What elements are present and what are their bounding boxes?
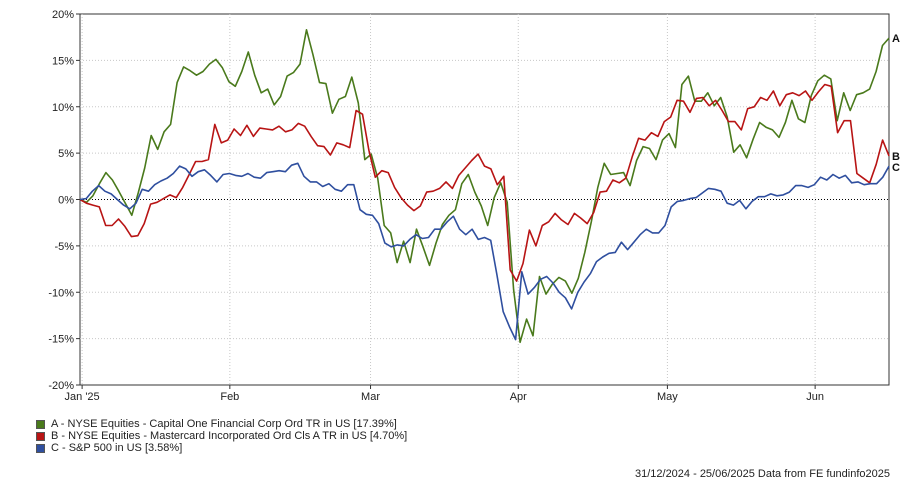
legend-item-a: A - NYSE Equities - Capital One Financia… bbox=[36, 418, 407, 430]
legend: A - NYSE Equities - Capital One Financia… bbox=[36, 418, 407, 454]
series-end-label-b: B bbox=[892, 151, 900, 163]
legend-label-b: B - NYSE Equities - Mastercard Incorpora… bbox=[51, 430, 408, 442]
x-tick-label: Jan '25 bbox=[65, 391, 100, 403]
x-tick-label: Feb bbox=[220, 391, 239, 403]
source-note: 31/12/2024 - 25/06/2025 Data from FE fun… bbox=[634, 468, 890, 480]
legend-swatch-c bbox=[36, 443, 45, 453]
y-tick-label: 0% bbox=[58, 195, 74, 207]
end-labels: A BC bbox=[892, 33, 900, 174]
x-tick-label: Jun bbox=[806, 391, 824, 403]
x-tick-label: May bbox=[657, 391, 678, 403]
y-tick-label: -15% bbox=[48, 334, 74, 346]
x-tick-label: Apr bbox=[510, 391, 527, 403]
y-tick-label: -20% bbox=[48, 380, 74, 392]
legend-label-c: C - S&P 500 in US [3.58%] bbox=[51, 442, 183, 454]
y-tick-label: -5% bbox=[54, 241, 74, 253]
series-line-b bbox=[79, 83, 890, 282]
y-tick-label: 5% bbox=[58, 148, 74, 160]
series-end-label-a: A bbox=[892, 33, 900, 45]
line-chart: 20% 15% 10% 5% 0% -5% -10% -15% -20%Jan '25 Feb Ma… bbox=[48, 9, 900, 403]
y-tick-label: 20% bbox=[52, 9, 74, 21]
x-tick-label: Mar bbox=[361, 391, 380, 403]
y-tick-label: -10% bbox=[48, 287, 74, 299]
legend-item-b: B - NYSE Equities - Mastercard Incorpora… bbox=[36, 430, 407, 442]
series-line-a bbox=[79, 28, 890, 344]
series-lines bbox=[79, 28, 890, 344]
series-end-label-c: C bbox=[892, 162, 900, 174]
y-tick-label: 10% bbox=[52, 102, 74, 114]
legend-swatch-b bbox=[36, 431, 45, 441]
series-line-c bbox=[79, 162, 890, 341]
legend-swatch-a bbox=[36, 419, 45, 429]
legend-item-c: C - S&P 500 in US [3.58%] bbox=[36, 442, 407, 454]
legend-label-a: A - NYSE Equities - Capital One Financia… bbox=[51, 418, 397, 430]
y-tick-label: 15% bbox=[52, 55, 74, 67]
axes: 20% 15% 10% 5% 0% -5% -10% -15% -20%Jan '25 Feb Ma… bbox=[48, 9, 824, 403]
